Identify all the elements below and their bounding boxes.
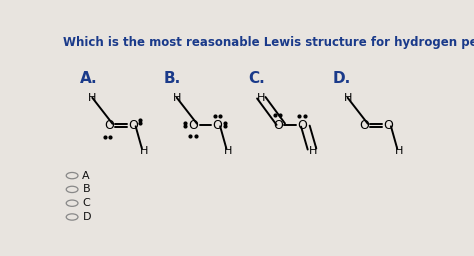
Text: H: H [309, 146, 317, 156]
Text: D: D [82, 212, 91, 222]
Text: O: O [188, 119, 198, 132]
Text: O: O [212, 119, 222, 132]
Text: A.: A. [80, 71, 97, 86]
Text: H: H [344, 93, 352, 103]
Text: C: C [82, 198, 90, 208]
Text: H: H [139, 146, 148, 156]
Text: H: H [88, 93, 97, 103]
Text: O: O [104, 119, 114, 132]
Text: O: O [297, 119, 307, 132]
Text: C.: C. [248, 71, 265, 86]
Text: H: H [257, 93, 265, 103]
Text: B.: B. [164, 71, 181, 86]
Text: H: H [395, 146, 403, 156]
Text: O: O [359, 119, 369, 132]
Text: D.: D. [333, 71, 351, 86]
Text: O: O [273, 119, 283, 132]
Text: Which is the most reasonable Lewis structure for hydrogen peroxide (H₂O₂)?: Which is the most reasonable Lewis struc… [63, 36, 474, 49]
Text: H: H [173, 93, 181, 103]
Text: A: A [82, 170, 90, 180]
Text: O: O [128, 119, 137, 132]
Text: O: O [383, 119, 393, 132]
Text: B: B [82, 184, 90, 194]
Text: H: H [224, 146, 232, 156]
